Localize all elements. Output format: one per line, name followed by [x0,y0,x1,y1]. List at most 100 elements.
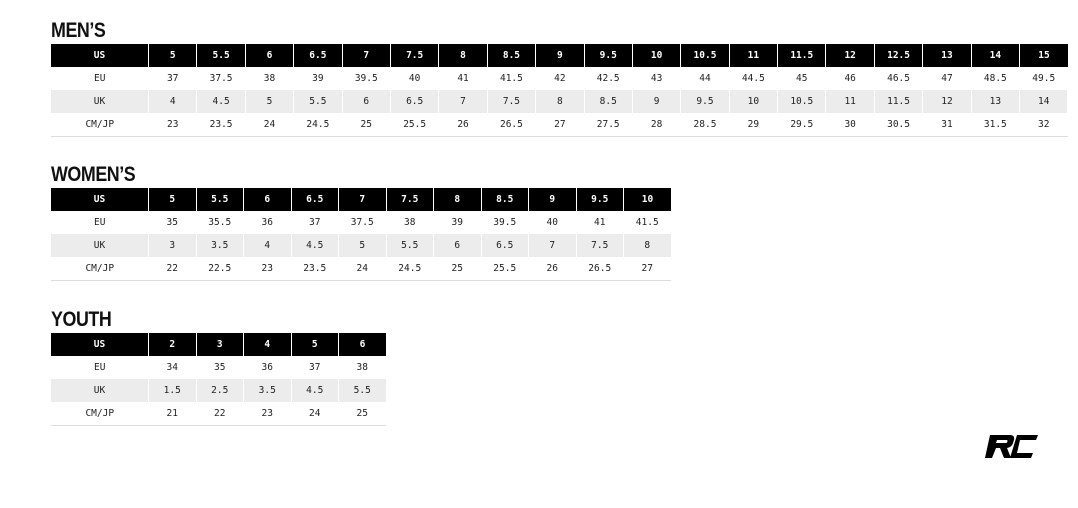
size-cell: 24 [291,402,339,426]
table-row: UK 3 3.5 4 4.5 5 5.5 6 6.5 7 7.5 8 [51,234,672,257]
size-cell: 39 [312,73,324,84]
section-title: YOUTH [51,308,112,331]
size-cell: 23.5 [291,257,339,281]
header-cell: 9.5 [576,188,624,211]
header-row: US 5 5.5 6 6.5 7 7.5 8 8.5 9 9.5 10 10.5 11 11.5 12 12.5… [51,44,1068,67]
size-cell: 4.5 [196,90,246,113]
size-cell: 13 [971,90,1021,113]
size-cell: 41.5 [499,73,523,84]
size-cell: 27 [535,113,585,137]
size-cell: 4 [148,90,198,113]
size-cell: 39 [451,217,463,228]
size-cell: 8 [535,90,585,113]
size-cell: 23 [243,402,291,426]
size-cell: 32 [1019,113,1068,137]
womens-size-table: US 5 5.5 6 6.5 7 7.5 8 8.5 9 9.5 10 EU 35 35.5 36 37 37.5… [51,188,672,281]
size-cell: 4.5 [291,379,339,402]
size-cell: 1.5 [148,379,197,402]
size-cell: 39.5 [354,73,378,84]
size-cell: 5.5 [386,234,434,257]
size-cell: 48.5 [983,73,1007,84]
size-cell: 35.5 [208,217,232,228]
size-cell: 40 [408,73,421,84]
header-cell: 10 [632,44,682,67]
header-row: US 5 5.5 6 6.5 7 7.5 8 8.5 9 9.5 10 [51,188,671,211]
row-label: US [51,44,149,67]
size-cell: 5 [245,90,295,113]
size-cell: 47 [941,73,953,84]
header-cell: 12.5 [874,44,924,67]
size-cell: 36 [261,217,273,228]
size-cell: 5.5 [338,379,387,402]
header-cell: 4 [243,333,292,356]
size-cell: 40 [546,217,558,228]
header-cell: 8.5 [487,44,537,67]
size-cell: 35 [166,217,178,228]
size-cell: 30 [825,113,875,137]
size-cell: 6 [342,90,391,113]
size-cell: 7.5 [576,234,624,257]
size-cell: 11.5 [874,90,924,113]
table-row: UK 4 4.5 5 5.5 6 6.5 7 7.5 8 8.5 9 9.5 10 10.5 11 11.5 12… [51,90,1069,113]
header-cell: 12 [825,44,875,67]
header-cell: 7.5 [386,188,434,211]
header-cell: 14 [971,44,1021,67]
rc-logo-icon [985,435,1038,458]
header-cell: 5 [148,188,197,211]
size-cell: 27 [623,257,671,281]
header-cell: 6 [243,188,292,211]
size-cell: 44.5 [741,73,765,84]
size-cell: 44 [699,73,711,84]
header-cell: 5.5 [196,188,244,211]
size-cell: 37.5 [209,73,233,84]
size-cell: 37 [309,362,321,373]
size-cell: 42.5 [596,73,620,84]
size-cell: 27.5 [584,113,633,137]
mens-size-table: US 5 5.5 6 6.5 7 7.5 8 8.5 9 9.5 10 10.5 11 11.5 12 12.5… [51,44,1069,137]
size-cell: 3 [148,234,197,257]
header-cell: 9 [535,44,585,67]
size-cell: 29.5 [777,113,826,137]
size-cell: 22.5 [196,257,244,281]
size-cell: 24.5 [293,113,343,137]
row-label: EU [94,73,106,84]
size-cell: 26 [438,113,488,137]
section-title: MEN’S [51,19,106,42]
header-cell: 7.5 [390,44,440,67]
size-cell: 23.5 [196,113,246,137]
size-cell: 22 [148,257,196,281]
header-cell: 9.5 [584,44,633,67]
size-cell: 10.5 [777,90,827,113]
size-cell: 8.5 [584,90,633,113]
size-cell: 30.5 [874,113,923,137]
header-cell: 3 [196,333,244,356]
header-cell: 6 [245,44,295,67]
size-cell: 3.5 [196,234,244,257]
size-cell: 7 [438,90,488,113]
size-cell: 38 [404,217,416,228]
header-cell: 5 [291,333,339,356]
size-cell: 26.5 [576,257,624,281]
size-cell: 25 [433,257,481,281]
size-cell: 12 [922,90,972,113]
size-cell: 9 [632,90,682,113]
header-cell: 6 [338,333,386,356]
header-cell: 9 [528,188,577,211]
table-row: UK 1.5 2.5 3.5 4.5 5.5 [51,379,387,402]
size-cell: 24 [338,257,386,281]
size-cell: 7 [528,234,577,257]
size-cell: 6 [433,234,482,257]
header-cell: 5 [148,44,198,67]
size-cell: 24.5 [386,257,434,281]
size-cell: 42 [554,73,566,84]
row-label: UK [51,379,149,402]
table-row: EU 34 35 36 37 38 [51,356,386,379]
size-cell: 6.5 [390,90,440,113]
size-cell: 24 [245,113,294,137]
size-cell: 46.5 [887,73,910,84]
size-cell: 6.5 [481,234,529,257]
header-cell: 7 [338,188,387,211]
size-cell: 39.5 [493,217,517,228]
mens-size-section: MEN’S US 5 5.5 6 6.5 7 7.5 8 8.5 9 9.5 10 10.5 11 11.5… [51,19,1069,137]
size-cell: 38 [356,362,368,373]
